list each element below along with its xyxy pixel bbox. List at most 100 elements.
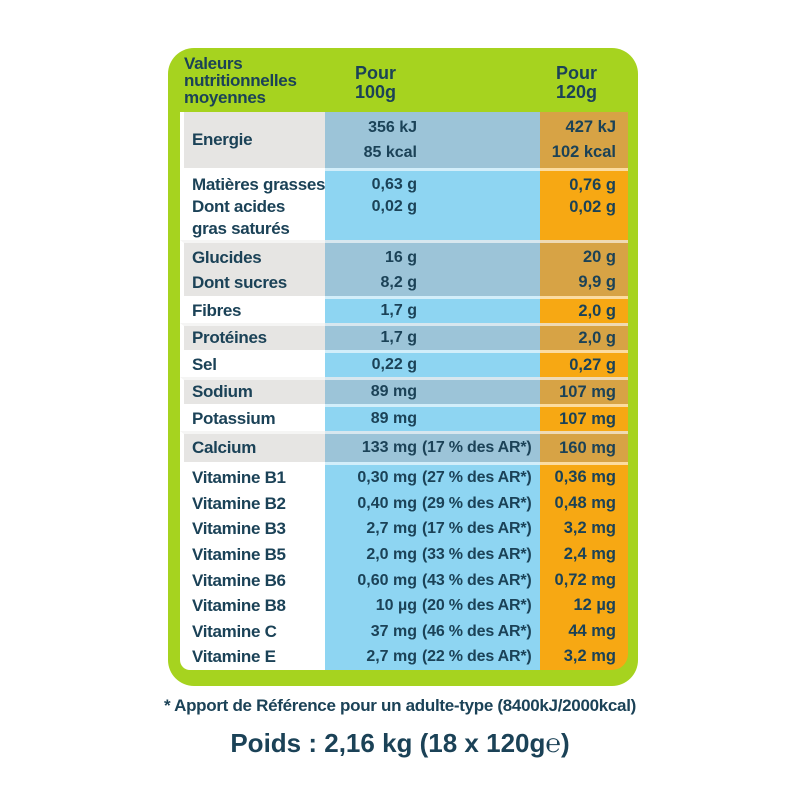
- value-per-120g: 0,76 g: [569, 176, 616, 194]
- value-per-100g: 37 mg: [370, 622, 417, 640]
- value-per-100g: 0,40 mg: [357, 494, 417, 512]
- per-100g-cell: 1,7 g: [325, 296, 540, 323]
- nutrient-label: gras saturés: [192, 219, 290, 238]
- value-per-120g: 2,4 mg: [563, 544, 616, 563]
- header-line: nutritionnelles: [184, 71, 297, 90]
- value-per-120g: 3,2 mg: [563, 519, 616, 538]
- nutrient-label-cell: Sel: [180, 350, 325, 377]
- value-note: (17 % des AR*): [422, 439, 532, 456]
- nutrient-label-cell: Potassium: [180, 404, 325, 431]
- table-row-sodium: Sodium 89 mg 107 mg: [180, 377, 628, 404]
- value-per-100g: 2,7 mg: [366, 520, 417, 538]
- value-per-120g: 0,27 g: [569, 355, 616, 374]
- nutrient-label: Sodium: [192, 382, 253, 401]
- nutrient-label: Vitamine B2: [192, 493, 286, 513]
- per-120g-cell: 0,27 g: [540, 350, 628, 377]
- table-row-glucides: Glucides Dont sucres 16 g 8,2 g 20 g 9,9…: [180, 240, 628, 296]
- nutrient-label: Vitamine B8: [192, 596, 286, 616]
- value-per-120g: 3,2 mg: [563, 647, 616, 666]
- table-row-potassium: Potassium 89 mg 107 mg: [180, 404, 628, 431]
- value-note: (33 % des AR*): [422, 545, 532, 563]
- value-per-120g: 20 g: [582, 247, 616, 266]
- value-per-100g: 10 µg: [375, 597, 417, 615]
- value-note: (29 % des AR*): [422, 494, 532, 512]
- per-100g-cell: 356 kJ 85 kcal: [325, 112, 540, 168]
- nutrient-label: Calcium: [192, 438, 257, 457]
- value-per-120g: 102 kcal: [551, 143, 616, 161]
- nutrient-label: Vitamine B1: [192, 468, 286, 488]
- nutrient-label: Vitamine B3: [192, 519, 286, 539]
- value-per-120g: 2,0 g: [578, 301, 616, 320]
- value-per-100g: 89 mg: [370, 383, 417, 400]
- nutrient-label-cell: Sodium: [180, 377, 325, 404]
- per-100g-cell: 133 mg (17 % des AR*): [325, 431, 540, 462]
- value-per-120g: 0,36 mg: [554, 468, 616, 487]
- nutrient-label: Vitamine C: [192, 621, 277, 641]
- net-weight: Poids : 2,16 kg (18 x 120g℮): [230, 728, 570, 758]
- nutrient-label: Sel: [192, 355, 217, 374]
- reference-footnote: * Apport de Référence pour un adulte-typ…: [164, 696, 636, 715]
- table-row-energie: Energie 356 kJ 85 kcal 427 kJ 102 kcal: [180, 112, 628, 168]
- value-per-120g: 0,48 mg: [554, 493, 616, 512]
- per-100g-cell: 0,30 mg (27 % des AR*) 0,40 mg (29 % des A…: [325, 462, 540, 670]
- value-per-100g: 1,7 g: [380, 302, 417, 319]
- nutrient-label-cell: Energie: [180, 112, 325, 168]
- nutrient-label: Dont sucres: [192, 272, 287, 292]
- per-120g-cell: 107 mg: [540, 404, 628, 431]
- header-line: 100g: [355, 82, 397, 102]
- nutrient-label-cell: Protéines: [180, 323, 325, 350]
- nutrient-label-cell: Matières grasses Dont acides gras saturé…: [180, 168, 325, 240]
- header-line: 120g: [556, 82, 598, 102]
- nutrient-label: Dont acides: [192, 197, 286, 216]
- value-per-120g: 44 mg: [568, 621, 616, 640]
- nutrient-label-cell: Fibres: [180, 296, 325, 323]
- value-per-100g: 0,30 mg: [357, 469, 417, 487]
- per-120g-cell: 160 mg: [540, 431, 628, 462]
- value-per-100g: 16 g: [384, 248, 417, 266]
- header-line: Pour: [355, 63, 397, 83]
- nutrient-label: Fibres: [192, 301, 242, 320]
- value-per-100g: 356 kJ: [368, 119, 417, 136]
- per-120g-cell: 427 kJ 102 kcal: [540, 112, 628, 168]
- table-row-matieres-grasses: Matières grasses Dont acides gras saturé…: [180, 168, 628, 240]
- header-col-nutrients: Valeurs nutritionnelles moyennes: [184, 55, 297, 106]
- value-per-100g: 0,22 g: [371, 356, 417, 373]
- value-note: (27 % des AR*): [422, 469, 532, 487]
- value-per-120g: 0,72 mg: [554, 570, 616, 589]
- header-line: Pour: [556, 63, 598, 83]
- value-note: (22 % des AR*): [422, 648, 532, 666]
- value-per-100g: 0,60 mg: [357, 571, 417, 589]
- nutrient-label: Vitamine B6: [192, 570, 286, 590]
- per-100g-cell: 0,63 g 0,02 g: [325, 168, 540, 240]
- value-per-100g: 89 mg: [370, 410, 417, 427]
- header-line: Valeurs: [184, 54, 243, 73]
- nutrient-label-cell: Glucides Dont sucres: [180, 240, 325, 296]
- value-note: (17 % des AR*): [422, 520, 532, 538]
- per-100g-cell: 0,22 g: [325, 350, 540, 377]
- value-per-100g: 2,7 mg: [366, 648, 417, 666]
- table-body: Energie 356 kJ 85 kcal 427 kJ 102 kcal M…: [180, 112, 628, 670]
- value-per-120g: 2,0 g: [578, 328, 616, 347]
- nutrition-table: Valeurs nutritionnelles moyennes Pour 10…: [168, 48, 638, 686]
- nutrient-label: Potassium: [192, 409, 276, 428]
- value-note: (43 % des AR*): [422, 571, 532, 589]
- value-per-120g: 9,9 g: [578, 272, 616, 291]
- per-120g-cell: 20 g 9,9 g: [540, 240, 628, 296]
- value-per-120g: 0,02 g: [569, 198, 616, 216]
- value-per-120g: 160 mg: [559, 438, 616, 457]
- header-line: moyennes: [184, 88, 266, 107]
- header-col-per-120g: Pour 120g: [556, 64, 597, 102]
- value-per-120g: 107 mg: [559, 382, 616, 401]
- value-per-100g: 85 kcal: [363, 144, 417, 161]
- value-per-120g: 12 µg: [573, 596, 616, 615]
- nutrient-label-cell: Calcium: [180, 431, 325, 462]
- per-120g-cell: 0,76 g 0,02 g: [540, 168, 628, 240]
- value-per-100g: 0,63 g: [371, 176, 417, 193]
- value-per-100g: 8,2 g: [380, 273, 417, 291]
- per-100g-cell: 89 mg: [325, 377, 540, 404]
- value-note: (20 % des AR*): [422, 597, 532, 615]
- value-per-100g: 0,02 g: [371, 198, 417, 215]
- value-note: (46 % des AR*): [422, 622, 532, 640]
- header-col-per-100g: Pour 100g: [355, 64, 396, 102]
- per-100g-cell: 1,7 g: [325, 323, 540, 350]
